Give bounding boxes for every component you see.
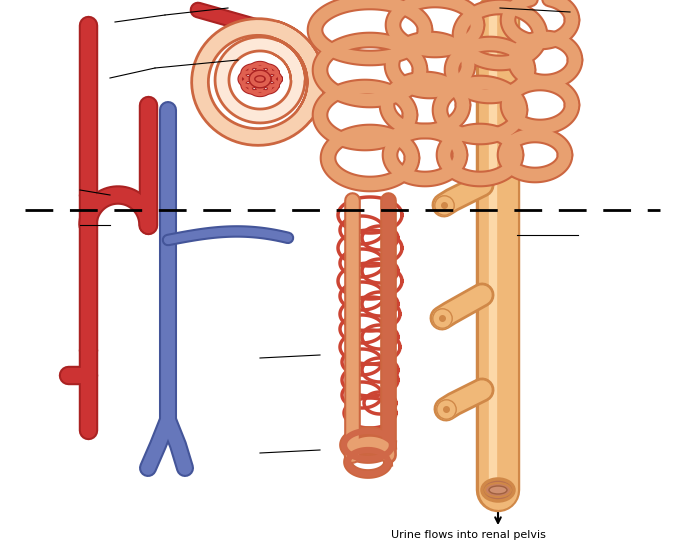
Ellipse shape xyxy=(485,483,511,497)
Ellipse shape xyxy=(482,479,514,501)
Ellipse shape xyxy=(489,486,507,494)
Text: Urine flows into renal pelvis: Urine flows into renal pelvis xyxy=(391,530,545,540)
